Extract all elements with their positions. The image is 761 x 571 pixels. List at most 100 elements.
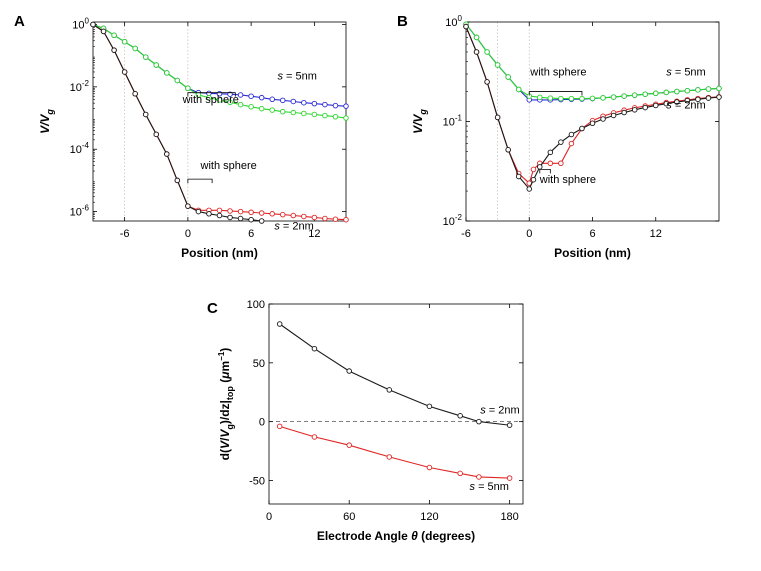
chart-c-annotation: s = 2nm [480,404,519,416]
chart-b-series-point-1 [558,95,564,102]
chart-a-series-point-2 [216,207,223,214]
chart-a-series-point-1 [237,101,244,108]
chart-a-xtick-label: 0 [185,228,191,240]
chart-a-series-point-2 [269,211,275,217]
chart-c-ytick-label: -50 [249,475,265,487]
chart-a-annotation: with sphere [182,94,239,106]
chart-a-series-point-2 [290,212,297,219]
chart-b-series-point-1 [600,95,606,101]
chart-a: -6 0 6 12 100 10-2 10-4 10-6 s = 5nm with sphere w… [38,16,349,260]
chart-b-series-point-2 [547,160,554,167]
chart-b-annotation: with sphere [539,174,596,186]
chart-a-series-point-0 [269,96,275,103]
chart-a-series-point-0 [280,97,286,104]
chart-b-series-point-1 [515,86,522,93]
chart-b-series-point-3 [600,116,606,122]
chart-a-series-point-2 [248,209,254,216]
chart-b-series-point-1 [716,85,722,92]
chart-c-series-point-1 [506,475,513,481]
chart-b-series-point-1 [494,62,501,68]
chart-b-series-point-1 [663,89,670,96]
chart-a-series-point-1 [301,110,307,117]
chart-a-series-point-1 [142,54,149,60]
chart-c-series-point-1 [311,434,318,440]
chart-c-series-point-1 [426,464,433,471]
chart-b-series-point-3 [653,102,659,109]
chart-a-ytick-label: 10-2 [70,79,90,94]
chart-a-annotation: s = 2nm [274,220,313,232]
chart-c-series-line-1 [279,425,510,479]
chart-b-bracket [528,91,583,96]
chart-b-ylabel: V/Vg [411,109,428,134]
chart-a-frame [92,21,347,222]
chart-a-series-line-2 [92,24,347,221]
chart-b-series-point-1 [473,34,480,41]
chart-c-series-point-1 [386,454,393,460]
panel-letter-a: A [14,13,25,30]
chart-b-series-point-3 [568,131,575,138]
chart-b-series-point-1 [653,90,659,97]
chart-a-annotation: with sphere [200,160,257,172]
chart-a-series-point-0 [343,103,349,109]
chart-a-series-point-2 [332,216,339,222]
chart-a-series-point-3 [195,208,202,215]
chart-b-xtick-label: 12 [650,228,662,240]
chart-c-xtick-label: 120 [420,511,438,523]
chart-b-series-point-1 [505,74,511,80]
chart-a-series-point-3 [258,218,265,224]
chart-b-series-point-1 [537,94,543,101]
chart-b-series-point-1 [484,49,490,55]
chart-c-series-point-1 [346,442,352,448]
chart-a-series-point-0 [248,93,254,99]
chart-b-series-line-1 [465,23,720,100]
chart-b-series-point-3 [463,23,469,30]
chart-b-series-point-2 [558,160,564,167]
chart-c-series-point-0 [457,413,463,419]
chart-b-xtick-label: 6 [589,228,595,240]
chart-b-series-point-3 [526,186,533,192]
chart-c: 0 60 120 180 100 50 0 -50 s = 2nm s = 5nm Electrod… [217,299,524,543]
chart-b-series-point-3 [716,94,722,100]
chart-a-series-point-1 [332,113,339,120]
chart-c-series-point-0 [311,345,318,352]
chart-a-series-point-3 [248,216,254,223]
chart-b-xtick-label: -6 [461,228,471,240]
chart-a-series-point-0 [258,94,265,101]
chart-b-series-point-1 [579,95,585,102]
chart-b-annotation: with sphere [529,66,586,78]
chart-a-series-point-1 [185,85,191,92]
chart-a-series-point-0 [322,101,328,108]
chart-c-xtick-label: 60 [343,511,355,523]
chart-c-series-point-1 [457,470,463,477]
chart-b-series-point-3 [537,164,543,170]
chart-a-series-point-3 [206,211,212,217]
chart-a-series-point-2 [301,213,307,220]
chart-a-series-line-3 [92,24,262,222]
chart-b-series-point-1 [610,94,617,100]
chart-c-xtick-label: 180 [500,511,518,523]
chart-a-ytick-label: 10-6 [70,204,90,219]
chart-b-series-point-3 [621,109,627,116]
chart-a-ytick-label: 10-4 [70,141,90,156]
chart-a-xtick-label: 6 [248,228,254,240]
chart-a-series-point-2 [280,211,286,218]
chart-b-series-point-3 [505,147,511,153]
chart-c-ylabel: d(V/Vg)/dz|top (μm−1) [217,348,235,461]
chart-b-ytick-label: 100 [445,14,462,29]
chart-b-series-point-3 [494,114,501,121]
chart-b-series-point-2 [568,140,575,147]
chart-b-series-point-3 [674,99,680,105]
chart-b-series-point-1 [705,86,712,92]
chart-a-series-point-3 [227,214,233,221]
chart-c-series-point-0 [476,418,482,425]
chart-a-xtick-label: 12 [308,228,320,240]
chart-a-series-point-1 [322,112,328,119]
chart-a-series-point-1 [111,32,117,39]
chart-a-series-point-3 [185,203,191,209]
chart-b-series-point-3 [473,49,480,55]
chart-a-series-point-3 [132,91,138,97]
chart-c-ytick-label: 100 [247,299,265,311]
chart-b-series-point-3 [589,120,596,127]
chart-a-series-point-1 [216,97,223,103]
